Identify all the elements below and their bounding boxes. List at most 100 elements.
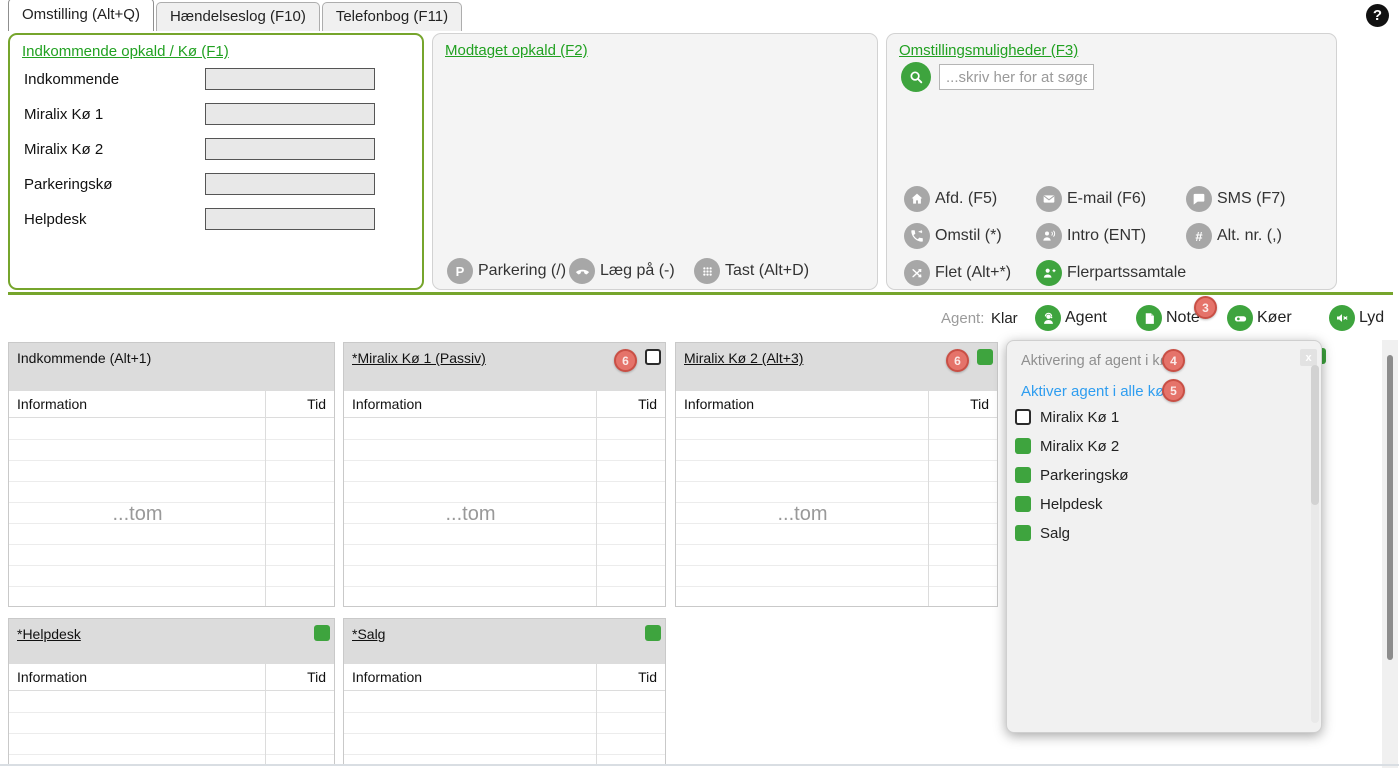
main-scrollbar-thumb[interactable] [1387,355,1393,660]
transfer-options-panel: Omstillingsmuligheder (F3) Afd. (F5) E-m… [886,33,1337,290]
agent-status-label: Agent: [941,310,985,327]
tab-bar: Omstilling (Alt+Q) Hændelseslog (F10) Te… [8,0,464,31]
column-header-tid: Tid [638,396,657,412]
queue-checkbox[interactable] [977,349,993,365]
field-label-helpdesk: Helpdesk [24,211,87,228]
popup-item-helpdesk: Helpdesk [1015,494,1103,514]
omstil-button[interactable]: Omstil (*) [904,223,1002,249]
popup-scrollbar[interactable] [1311,365,1319,723]
main-scrollbar[interactable] [1382,340,1398,768]
queue-table-body [344,419,665,606]
field-input-indkommende[interactable] [205,68,375,90]
popup-close-button[interactable]: x [1300,349,1317,366]
popup-item-parkeringsko: Parkeringskø [1015,465,1128,485]
phone-forward-icon [904,223,930,249]
queue-header: *Helpdesk [9,619,334,664]
person-plus-icon [1036,260,1062,286]
queue-checkbox[interactable] [645,625,661,641]
keypad-button[interactable]: Tast (Alt+D) [694,258,809,284]
received-panel-title[interactable]: Modtaget opkald (F2) [445,42,588,59]
queue-panel-salg: *Salg Information Tid [343,618,666,765]
queue-checkbox[interactable] [645,349,661,365]
agent-icon [1035,305,1061,331]
speaker-mute-icon [1329,305,1355,331]
popup-title-badge: 4 [1162,349,1185,372]
queue-column-header: Information Tid [9,391,334,418]
queue-title[interactable]: *Miralix Kø 1 (Passiv) [352,350,486,366]
intro-button[interactable]: Intro (ENT) [1036,223,1146,249]
queue-panel-miralix-ko-1: *Miralix Kø 1 (Passiv) 6 Information Tid… [343,342,666,607]
queue-table-body [344,692,665,764]
item-checkbox[interactable] [1015,496,1031,512]
agent-queue-activation-popup: Aktivering af agent i køer 4 x Aktiver a… [1006,340,1322,733]
queue-header: *Salg [344,619,665,664]
queue-title[interactable]: *Helpdesk [17,626,81,642]
altnr-button[interactable]: # Alt. nr. (,) [1186,223,1282,249]
queue-table-body [676,419,997,606]
flet-button[interactable]: Flet (Alt+*) [904,260,1011,286]
queue-column-header: Information Tid [676,391,997,418]
sms-icon [1186,186,1212,212]
queue-empty-label: ...tom [112,503,163,525]
agent-status-value: Klar [991,310,1018,327]
question-icon: ? [1372,7,1383,24]
queue-header: Miralix Kø 2 (Alt+3) 6 [676,343,997,391]
tab-haendelseslog[interactable]: Hændelseslog (F10) [155,2,320,31]
note-button[interactable]: Note [1136,305,1200,331]
column-header-information: Information [352,396,423,412]
queue-panel-miralix-ko-2: Miralix Kø 2 (Alt+3) 6 Information Tid .… [675,342,998,607]
received-call-panel: Modtaget opkald (F2) P Parkering (/) Læg… [432,33,878,290]
incoming-panel-title[interactable]: Indkommende opkald / Kø (F1) [22,43,229,60]
queue-checkbox[interactable] [314,625,330,641]
field-input-miralix-ko-2[interactable] [205,138,375,160]
field-input-miralix-ko-1[interactable] [205,103,375,125]
column-header-tid: Tid [307,669,326,685]
parking-button[interactable]: P Parkering (/) [447,258,566,284]
column-header-information: Information [352,669,423,685]
item-checkbox[interactable] [1015,409,1031,425]
field-input-helpdesk[interactable] [205,208,375,230]
item-checkbox[interactable] [1015,525,1031,541]
field-label-miralix-ko-1: Miralix Kø 1 [24,106,104,123]
tab-omstilling[interactable]: Omstilling (Alt+Q) [8,0,154,31]
note-badge: 3 [1194,296,1217,319]
queue-empty-label: ...tom [777,503,828,525]
intro-icon [1036,223,1062,249]
queue-header: Indkommende (Alt+1) [9,343,334,391]
afd-button[interactable]: Afd. (F5) [904,186,997,212]
lyd-button[interactable]: Lyd [1329,305,1384,331]
agent-button[interactable]: Agent [1035,305,1107,331]
search-icon [909,70,922,83]
koer-button[interactable]: Køer [1227,305,1292,331]
merge-icon [904,260,930,286]
window-bottom-edge [0,764,1399,766]
queue-header: *Miralix Kø 1 (Passiv) 6 [344,343,665,391]
queues-icon [1227,305,1253,331]
keypad-icon [694,258,720,284]
item-label: Parkeringskø [1040,466,1129,484]
email-icon [1036,186,1062,212]
popup-scrollbar-thumb[interactable] [1311,365,1319,505]
queue-title[interactable]: Miralix Kø 2 (Alt+3) [684,350,804,366]
queue-title[interactable]: *Salg [352,626,386,642]
queue-empty-label: ...tom [445,503,496,525]
search-input[interactable] [939,64,1094,90]
search-button[interactable] [901,62,931,92]
email-button[interactable]: E-mail (F6) [1036,186,1146,212]
activate-all-queues-link[interactable]: Aktiver agent i alle køer [1021,383,1178,400]
sms-button[interactable]: SMS (F7) [1186,186,1285,212]
note-icon [1136,305,1162,331]
popup-item-miralix-ko-2: Miralix Kø 2 [1015,436,1119,456]
transfer-panel-title[interactable]: Omstillingsmuligheder (F3) [899,42,1079,59]
flerpartssamtale-button[interactable]: Flerpartssamtale [1036,260,1186,286]
help-button[interactable]: ? [1366,4,1389,27]
item-checkbox[interactable] [1015,438,1031,454]
item-label: Helpdesk [1040,495,1103,513]
tab-telefonbog[interactable]: Telefonbog (F11) [321,2,463,31]
hangup-button[interactable]: Læg på (-) [569,258,675,284]
home-icon [904,186,930,212]
item-checkbox[interactable] [1015,467,1031,483]
separator-line [8,292,1393,295]
field-input-parkeringsko[interactable] [205,173,375,195]
popup-item-salg: Salg [1015,523,1070,543]
